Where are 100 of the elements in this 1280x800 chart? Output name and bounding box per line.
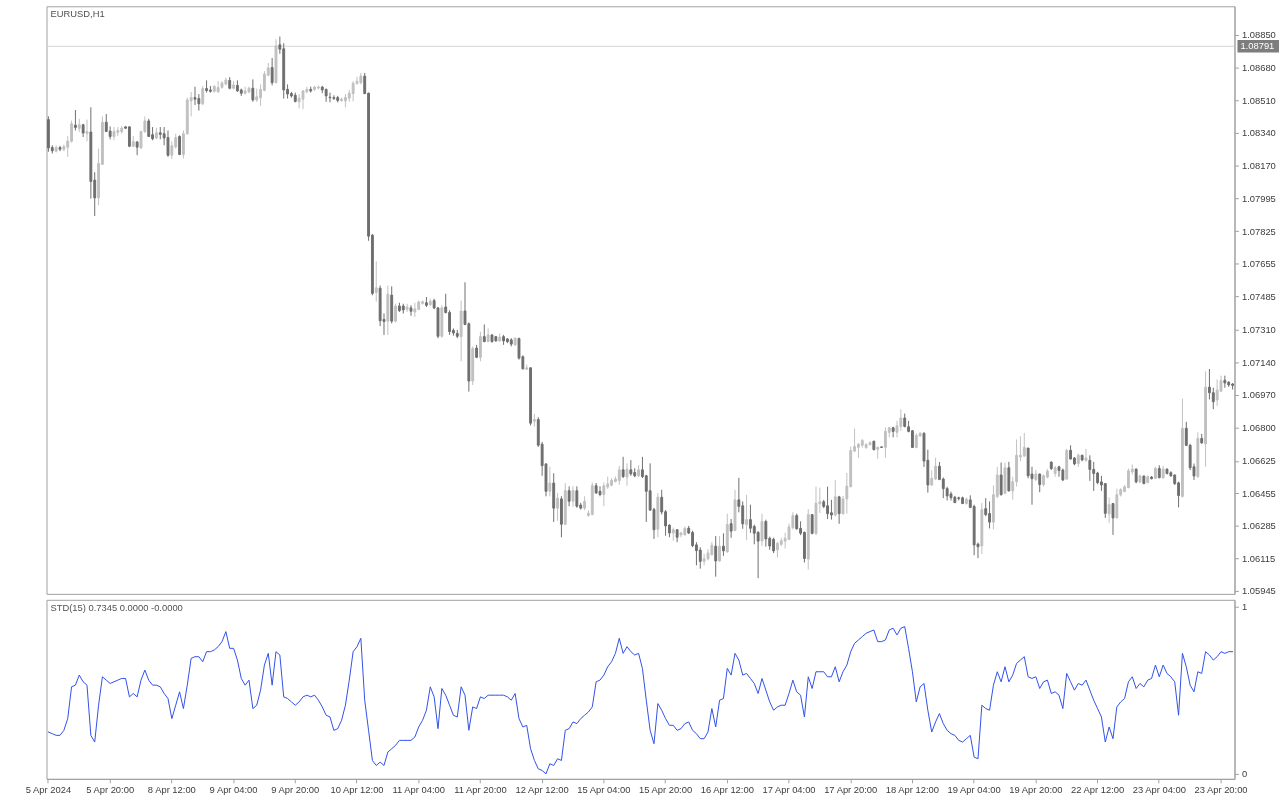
candlestick <box>625 462 629 487</box>
candlestick <box>548 466 552 497</box>
y-tick-label: 1.06625 <box>1241 455 1276 467</box>
candlestick <box>216 80 220 94</box>
candlestick <box>764 519 768 548</box>
y-tick-label: 1.08170 <box>1241 159 1276 171</box>
x-tick-label: 17 Apr 20:00 <box>824 784 878 796</box>
x-tick-label: 11 Apr 04:00 <box>392 784 445 796</box>
candlestick <box>166 130 170 158</box>
y-tick-label: 1.07485 <box>1241 290 1276 302</box>
y-tick-label: 1.07310 <box>1241 324 1276 336</box>
candlestick <box>571 485 575 508</box>
candlestick <box>413 302 417 318</box>
x-tick-label: 8 Apr 12:00 <box>147 784 196 796</box>
y-tick-label: 1.08340 <box>1241 127 1276 139</box>
candlestick <box>714 535 718 578</box>
candlestick <box>629 459 633 477</box>
y-tick-label: 1.05945 <box>1241 585 1276 597</box>
candlestick <box>760 513 764 547</box>
y-tick-label: 1.06800 <box>1241 421 1276 433</box>
candlestick <box>251 78 255 103</box>
candlestick <box>1088 454 1092 482</box>
x-tick-label: 18 Apr 12:00 <box>885 784 940 796</box>
candlestick <box>1022 432 1026 458</box>
candlestick <box>826 486 830 520</box>
x-tick-label: 9 Apr 20:00 <box>271 784 320 796</box>
ref-line-label: 1.08791 <box>1240 40 1275 52</box>
x-tick-label: 23 Apr 04:00 <box>1132 784 1186 796</box>
y-tick-label: 1.08680 <box>1241 62 1276 74</box>
y-tick-label: 1.06455 <box>1241 487 1276 499</box>
candlestick <box>270 57 274 86</box>
x-tick-label: 23 Apr 20:00 <box>1194 784 1248 796</box>
y-tick-label: 1.06970 <box>1241 389 1276 401</box>
x-tick-label: 19 Apr 20:00 <box>1009 784 1063 796</box>
chart-title: EURUSD,H1 <box>50 8 105 20</box>
x-tick-label: 10 Apr 12:00 <box>330 784 384 796</box>
candlestick <box>297 93 301 109</box>
candlestick <box>448 309 451 336</box>
candlestick <box>837 495 841 525</box>
candlestick <box>621 456 625 479</box>
x-tick-label: 12 Apr 12:00 <box>515 784 569 796</box>
x-tick-label: 16 Apr 12:00 <box>700 784 754 796</box>
candlestick <box>698 546 702 570</box>
candlestick <box>374 260 378 303</box>
y-tick-label: 1.08510 <box>1241 94 1276 106</box>
candlestick <box>135 140 139 156</box>
y-tick-label: 1.06285 <box>1241 520 1276 532</box>
candlestick <box>1207 368 1211 400</box>
candlestick <box>556 492 560 522</box>
candlestick <box>1111 502 1115 536</box>
candlestick <box>1038 472 1042 493</box>
candlestick <box>745 494 749 541</box>
candlestick <box>73 109 77 132</box>
y-tick-label: 1.06115 <box>1241 552 1276 564</box>
candlestick <box>602 481 606 507</box>
candlestick <box>332 94 336 101</box>
x-tick-label: 11 Apr 20:00 <box>454 784 507 796</box>
y-tick-label: 1.07995 <box>1241 193 1276 205</box>
candlestick <box>1223 375 1227 389</box>
candlestick <box>1084 448 1088 463</box>
candlestick <box>833 479 837 517</box>
candlestick <box>702 553 706 566</box>
candlestick <box>1211 387 1215 410</box>
x-tick-label: 17 Apr 04:00 <box>762 784 816 796</box>
x-tick-label: 19 Apr 04:00 <box>947 784 1001 796</box>
y-tick-label: 1.08850 <box>1241 29 1276 41</box>
candlestick <box>70 120 73 144</box>
candlestick <box>409 304 413 317</box>
candlestick <box>891 426 895 438</box>
candlestick <box>756 530 760 579</box>
candlestick <box>351 80 355 102</box>
y-tick-label: 1.07140 <box>1241 356 1276 368</box>
candlestick <box>1107 496 1111 524</box>
candlestick <box>729 518 733 539</box>
x-tick-label: 15 Apr 20:00 <box>638 784 693 796</box>
line-series <box>47 626 1234 775</box>
candlestick <box>617 465 621 486</box>
y-tick-label: 1.07655 <box>1241 258 1276 270</box>
candlestick <box>1057 465 1061 478</box>
candlestick <box>405 303 409 313</box>
candlestick <box>748 504 752 534</box>
candlestick <box>328 92 332 103</box>
candlestick <box>1007 461 1011 492</box>
candlestick <box>721 532 725 557</box>
y-tick-label: 0 <box>1241 768 1248 780</box>
candlestick <box>567 485 571 507</box>
candlestick <box>108 125 112 140</box>
x-tick-label: 5 Apr 20:00 <box>86 784 135 796</box>
x-tick-label: 15 Apr 04:00 <box>577 784 631 796</box>
x-tick-label: 5 Apr 2024 <box>25 784 72 796</box>
candlestick <box>598 485 602 497</box>
candlestick <box>201 85 205 106</box>
candlestick <box>575 485 579 509</box>
candlestick <box>999 462 1003 496</box>
x-tick-label: 9 Apr 04:00 <box>209 784 258 796</box>
candlestick <box>112 126 116 141</box>
candlestick <box>829 499 833 521</box>
candlestick <box>868 440 872 447</box>
candlestick <box>85 119 89 142</box>
candlestick <box>1215 379 1219 407</box>
